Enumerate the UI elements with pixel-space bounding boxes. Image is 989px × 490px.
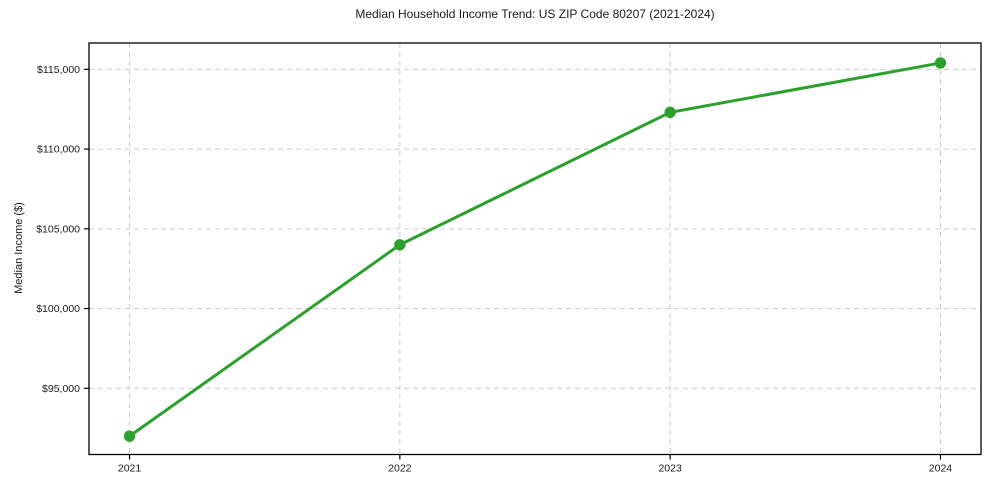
y-tick-label: $100,000 — [36, 303, 80, 315]
income-line — [128, 61, 942, 438]
data-point — [934, 57, 947, 69]
y-tick-label: $110,000 — [37, 144, 80, 156]
y-tick-label: $115,000 — [37, 64, 80, 76]
data-point — [123, 430, 136, 442]
x-tick-label: 2021 — [118, 463, 142, 475]
y-tick-label: $105,000 — [36, 223, 80, 235]
x-tick-label: 2023 — [658, 463, 682, 475]
data-point — [394, 239, 406, 251]
chart-title: Median Household Income Trend: US ZIP Co… — [355, 7, 715, 21]
y-tick-label: $95,000 — [42, 383, 80, 395]
x-tick-label: 2024 — [929, 463, 953, 475]
x-tick-label: 2022 — [388, 463, 412, 475]
plot-border — [88, 42, 982, 456]
data-point — [664, 106, 676, 119]
